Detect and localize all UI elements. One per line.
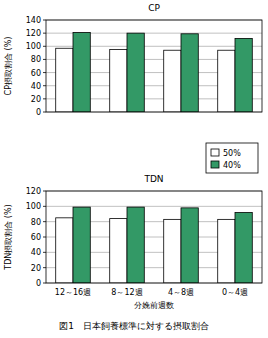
tick-mark (43, 33, 46, 34)
bar (56, 218, 73, 283)
tick-label: 120 (26, 187, 41, 196)
tick-label: 0 (36, 279, 41, 288)
tick-label: 100 (26, 42, 41, 51)
bar (110, 50, 127, 112)
bar (164, 50, 181, 112)
legend-box (206, 143, 258, 173)
bar (73, 207, 90, 283)
axis-label: 分娩前週数 (134, 301, 174, 310)
tick-mark (43, 112, 46, 113)
legend-label: 40% (223, 161, 241, 170)
legend-label: 50% (223, 149, 241, 158)
plot-frame (46, 191, 262, 283)
chart-title: TDN (143, 174, 163, 184)
bar (73, 32, 90, 112)
legend-swatch (211, 161, 219, 168)
bar (181, 208, 198, 283)
tick-label: 4～8週 (168, 288, 194, 297)
tick-label: 60 (31, 69, 41, 78)
tick-mark (43, 20, 46, 21)
tick-mark (43, 206, 46, 207)
tick-mark (43, 267, 46, 268)
tick-mark (43, 72, 46, 73)
bar (181, 34, 198, 112)
bars (56, 207, 253, 283)
bar (127, 33, 144, 112)
tick-label: 80 (31, 218, 41, 227)
bar (235, 38, 252, 112)
plot-frame (46, 20, 262, 112)
tick-label: 0 (36, 108, 41, 117)
bar (56, 48, 73, 112)
bars (56, 32, 253, 112)
chart-0: CP020406080100120140CP摂取割合 (%)50%40% (4, 3, 262, 173)
axis-label: TDN摂取割合 (%) (4, 204, 13, 270)
tick-label: 120 (26, 29, 41, 38)
caption: 図1 日本飼養標準に対する摂取割合 (59, 321, 209, 331)
bar (218, 50, 235, 112)
bar (110, 219, 127, 283)
tick-mark (43, 59, 46, 60)
tick-mark (43, 252, 46, 253)
tick-label: 0～4週 (222, 288, 248, 297)
tick-label: 140 (26, 16, 41, 25)
bar (235, 212, 252, 283)
bar (127, 207, 144, 283)
tick-label: 80 (31, 55, 41, 64)
tick-label: 20 (31, 264, 41, 273)
bar (218, 219, 235, 283)
tick-label: 40 (31, 82, 41, 91)
tick-label: 12～16週 (55, 288, 91, 297)
legend: 50%40% (206, 143, 258, 173)
tick-mark (43, 221, 46, 222)
tick-label: 100 (26, 202, 41, 211)
axis-label: CP摂取割合 (%) (4, 37, 13, 96)
chart-title: CP (148, 3, 160, 13)
tick-mark (43, 191, 46, 192)
tick-label: 40 (31, 248, 41, 257)
tick-label: 20 (31, 95, 41, 104)
tick-mark (43, 283, 46, 284)
tick-mark (43, 237, 46, 238)
tick-mark (43, 85, 46, 86)
tick-mark (43, 46, 46, 47)
tick-mark (43, 98, 46, 99)
chart-1: TDN 0 20 40 60 80 100 120 TDN摂取割合 (%) 12～16週 8～12週… (4, 174, 262, 310)
figure: CP020406080100120140CP摂取割合 (%)50%40%TDN0… (0, 0, 268, 338)
tick-label: 8～12週 (111, 288, 142, 297)
bar (164, 219, 181, 283)
legend-swatch (211, 149, 219, 156)
grid-line (46, 206, 262, 207)
tick-label: 60 (31, 233, 41, 242)
